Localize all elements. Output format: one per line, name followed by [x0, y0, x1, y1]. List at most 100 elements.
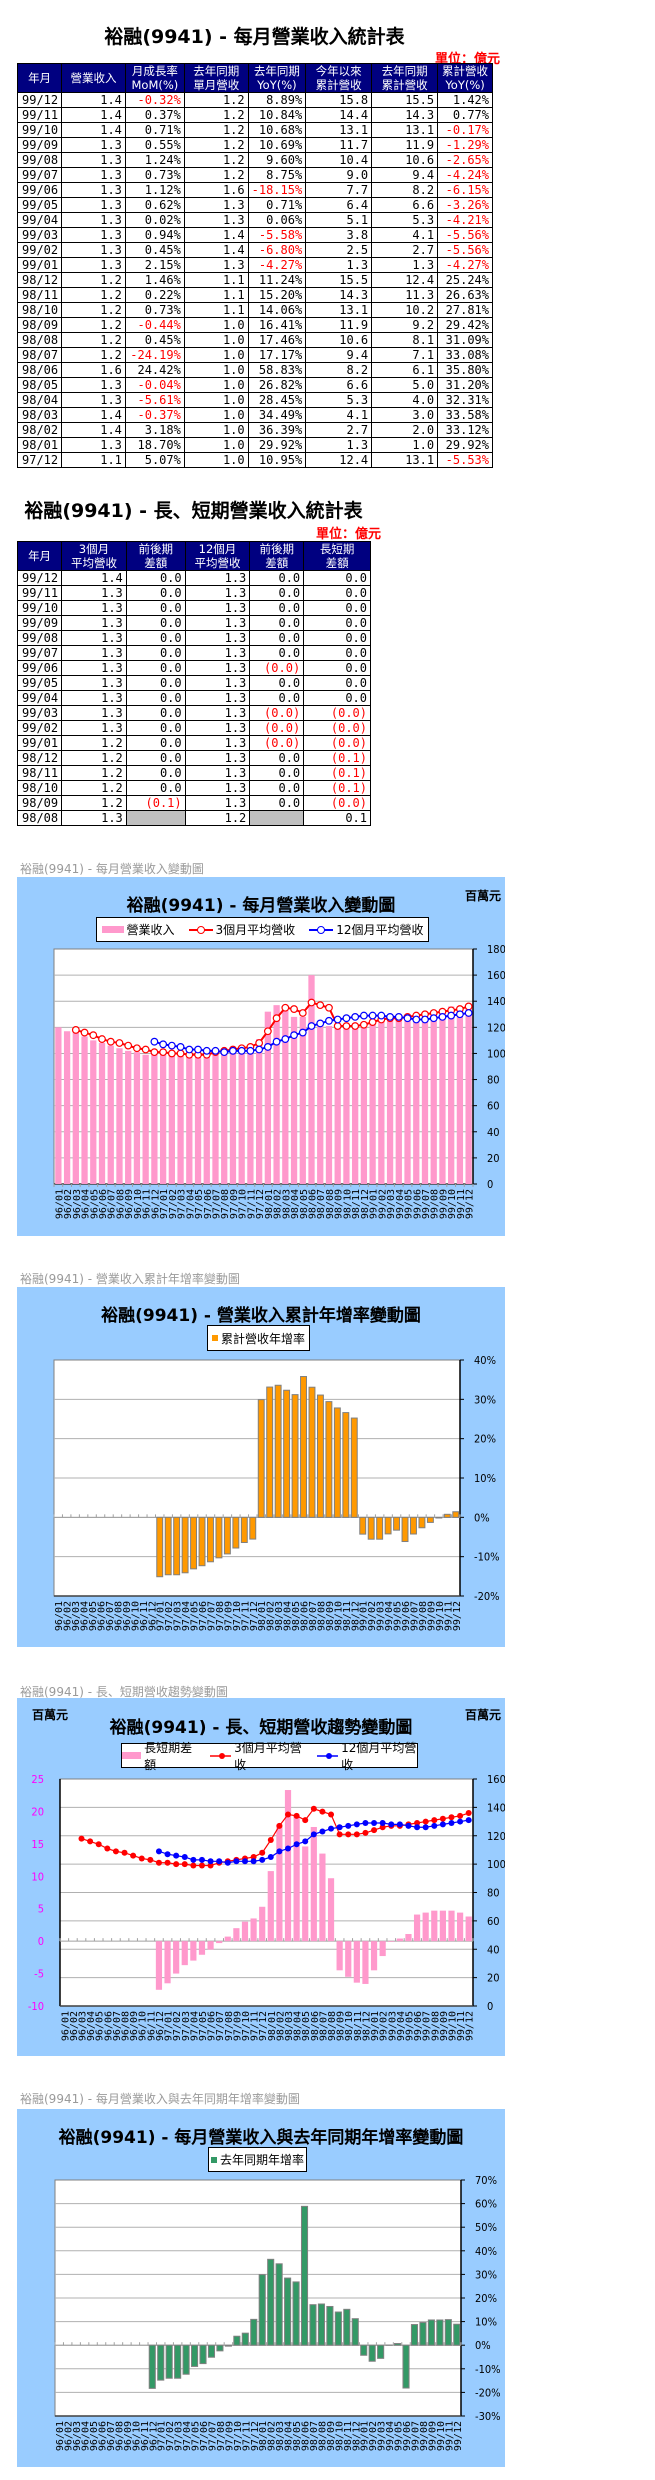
- value-cell: 15.20%: [247, 287, 307, 303]
- bar: [212, 1054, 219, 1184]
- value-cell: 14.3: [305, 287, 373, 303]
- value-cell: -5.58%: [247, 227, 307, 243]
- value-cell: 1.3: [61, 660, 127, 676]
- line-point: [121, 1849, 128, 1856]
- line-point: [448, 1814, 455, 1821]
- bar: [334, 2311, 342, 2346]
- category-label: 96/03: [72, 1189, 83, 1219]
- axis-tick-label: 40: [487, 1126, 500, 1139]
- category-label: 98/12: [361, 2011, 372, 2041]
- category-label: 97/11: [240, 1601, 251, 1631]
- category-label: 96/05: [89, 2421, 100, 2451]
- value-cell: 1.0: [183, 422, 249, 438]
- category-label: 99/05: [393, 1601, 404, 1631]
- value-cell: 1.3: [61, 167, 126, 183]
- category-label: 97/08: [215, 1601, 226, 1631]
- value-cell: -5.53%: [437, 452, 493, 468]
- bar: [275, 2263, 283, 2346]
- value-cell: (0.0): [303, 720, 371, 736]
- line-point: [457, 1818, 464, 1825]
- value-cell: 1.3: [61, 152, 126, 168]
- column-header: 去年同期 累計營收: [371, 63, 439, 93]
- bar: [456, 1006, 464, 1184]
- value-cell: -0.17%: [437, 122, 493, 138]
- value-cell: 1.3: [61, 630, 127, 646]
- line-point: [220, 1048, 229, 1057]
- bar: [319, 1853, 326, 1942]
- value-cell: 1.3: [61, 137, 126, 153]
- category-label: 98/11: [351, 1189, 362, 1219]
- value-cell: 1.2: [183, 137, 249, 153]
- table-row: 98/12 1.2 1.46% 1.1 11.24% 15.5 12.4 25.24%: [16, 272, 493, 288]
- long-short-revenue-table: 年月 3個月 平均營收 前後期 差額 12個月 平均營收 前後期 差額 長短期 差額 99/…: [16, 541, 371, 826]
- category-label: 98/03: [281, 1189, 292, 1219]
- value-cell: 1.1: [183, 287, 249, 303]
- value-cell: 13.1: [371, 122, 439, 138]
- bar: [81, 1036, 88, 1184]
- value-cell: 0.0: [249, 630, 305, 646]
- line-point: [224, 1859, 231, 1866]
- column-header: 前後期 差額: [125, 541, 186, 571]
- bar: [413, 1914, 421, 1942]
- category-label: 97/09: [223, 1601, 234, 1631]
- value-cell: 2.7: [305, 422, 373, 438]
- year-month-cell: 99/08: [16, 630, 63, 646]
- bar: [401, 1516, 409, 1543]
- value-cell: 0.02%: [124, 212, 185, 228]
- bar: [465, 1006, 472, 1184]
- value-cell: 1.4: [61, 570, 127, 586]
- category-label: 96/07: [112, 2011, 123, 2041]
- line-point: [207, 1862, 214, 1869]
- table-row: 99/08 1.3 1.24% 1.2 9.60% 10.4 10.6 -2.65%: [16, 152, 493, 168]
- column-header: 去年同期 YoY(%): [247, 63, 307, 93]
- category-label: 99/04: [396, 2011, 407, 2041]
- bar: [343, 1024, 350, 1184]
- line-point: [290, 1031, 298, 1040]
- line-point: [133, 1044, 141, 1053]
- value-cell: -24.19%: [124, 347, 185, 363]
- column-header: 年月: [16, 63, 63, 93]
- value-cell: 0.0: [303, 570, 371, 586]
- value-cell: 1.12%: [124, 182, 185, 198]
- year-month-cell: 99/02: [16, 720, 63, 736]
- orange-swatch-icon: [211, 1335, 218, 1341]
- value-cell: 3.8: [305, 227, 373, 243]
- category-label: 96/03: [72, 2421, 83, 2451]
- bar: [405, 1934, 412, 1942]
- bar: [370, 1941, 378, 1971]
- value-cell: 10.6: [371, 152, 439, 168]
- value-cell: 0.55%: [124, 137, 185, 153]
- year-month-cell: 98/02: [16, 422, 63, 438]
- chart-title: 裕融(9941) - 每月營業收入變動圖: [126, 896, 396, 916]
- value-cell: 0.0: [125, 765, 186, 781]
- bar: [165, 2344, 173, 2379]
- axis-tick-label: 70%: [475, 2174, 497, 2187]
- value-cell: 0.0: [249, 675, 305, 691]
- value-cell: 0.0: [249, 600, 305, 616]
- category-label: 98/01: [264, 1189, 275, 1219]
- category-label: 98/10: [333, 1601, 344, 1631]
- value-cell: [125, 810, 186, 826]
- bar: [233, 1928, 240, 1942]
- axis-tick-label: -10%: [475, 2363, 501, 2376]
- value-cell: -0.44%: [124, 317, 185, 333]
- value-cell: 14.3: [371, 107, 439, 123]
- value-cell: (0.0): [303, 795, 371, 811]
- axis-tick-label: 0%: [474, 1511, 490, 1524]
- axis-tick-label: 100: [487, 1858, 505, 1871]
- value-cell: 1.2: [183, 92, 249, 108]
- year-month-cell: 98/10: [16, 302, 63, 318]
- value-cell: 9.0: [305, 167, 373, 183]
- category-label: 99/11: [456, 2011, 467, 2041]
- value-cell: 1.2: [61, 272, 126, 288]
- category-label: 97/01: [164, 2011, 175, 2041]
- year-month-cell: 98/11: [16, 765, 63, 781]
- line-point: [307, 998, 316, 1007]
- value-cell: 1.3: [183, 257, 249, 273]
- year-month-cell: 99/05: [16, 675, 63, 691]
- value-cell: 9.4: [371, 167, 439, 183]
- value-cell: 32.31%: [437, 392, 493, 408]
- line-point: [422, 1818, 429, 1825]
- value-cell: 15.5: [305, 272, 373, 288]
- value-cell: 0.73%: [124, 167, 185, 183]
